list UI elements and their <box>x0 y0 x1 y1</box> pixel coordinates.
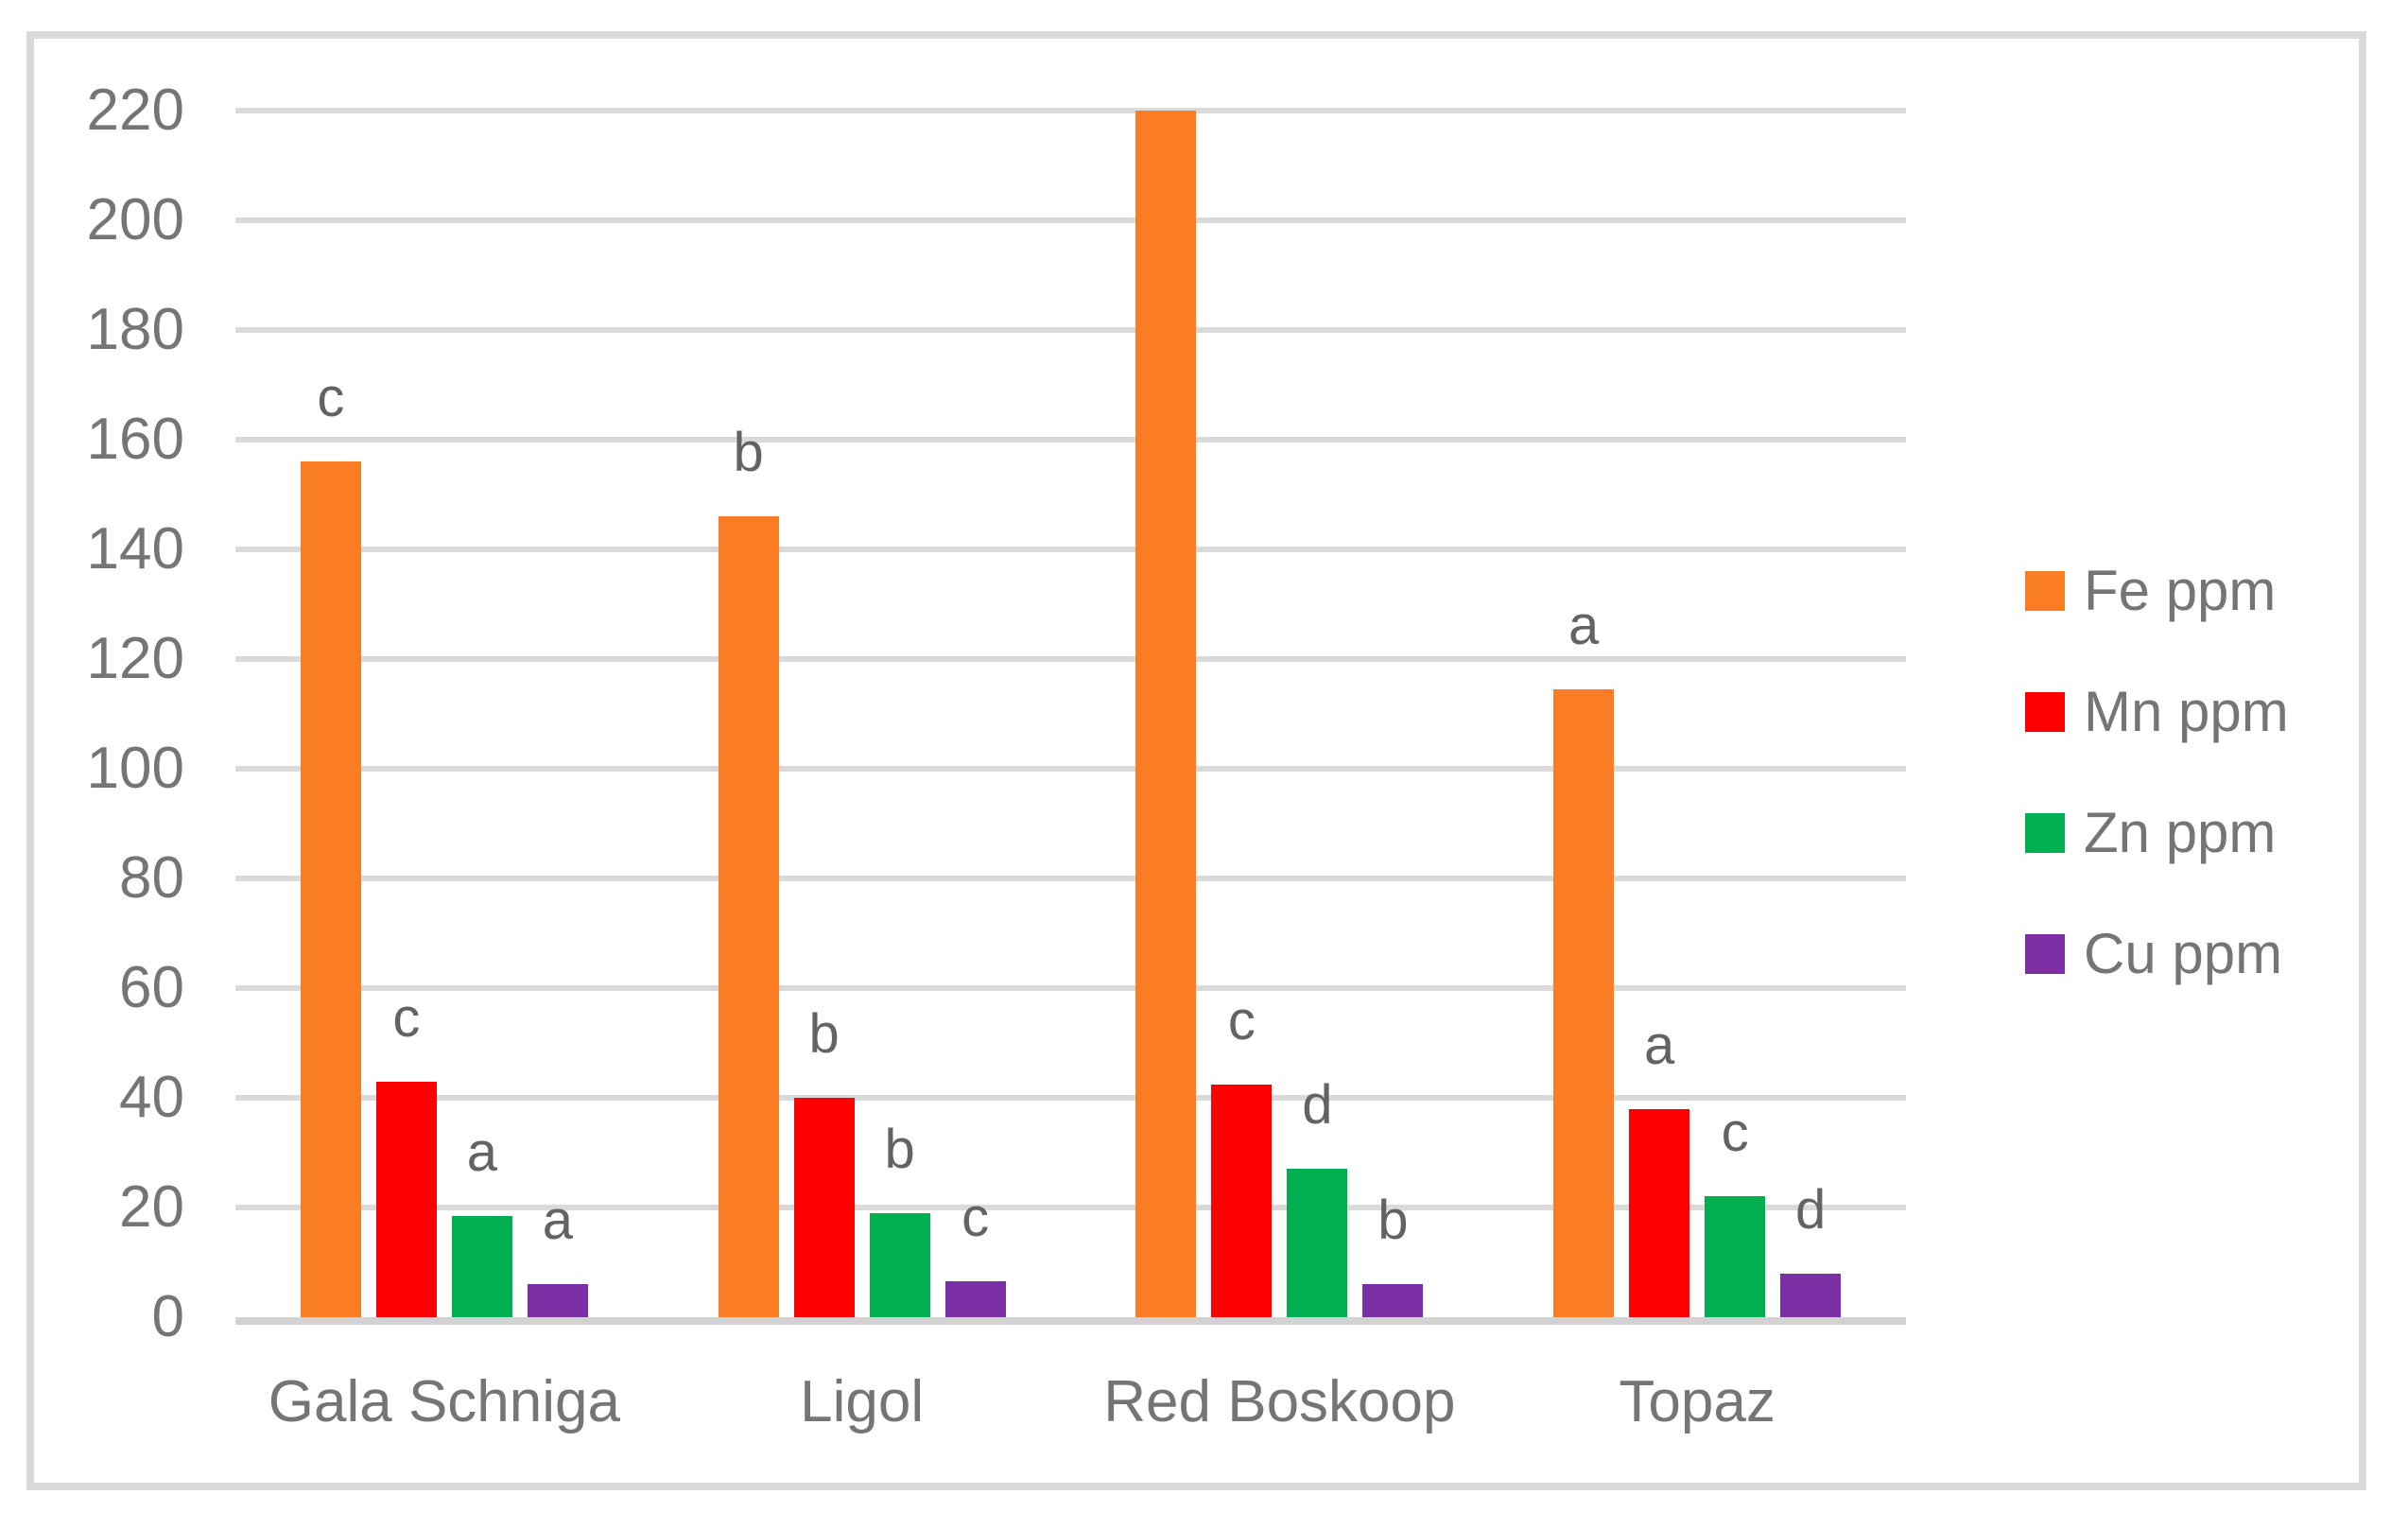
legend-item-mn: Mn ppm <box>2025 683 2289 741</box>
bar-cu-1 <box>944 1281 1006 1317</box>
bar-mn-3 <box>1629 1108 1690 1317</box>
bar-fe-3 <box>1553 688 1615 1317</box>
legend-label: Cu ppm <box>2084 922 2283 985</box>
legend-swatch-fe <box>2025 571 2065 611</box>
bar-zn-1 <box>869 1212 930 1317</box>
bar-fe-2 <box>1135 111 1197 1317</box>
significance-letter: a <box>466 1121 498 1183</box>
bar-mn-2 <box>1211 1084 1273 1317</box>
x-axis-line <box>235 1317 1906 1325</box>
significance-letter: c <box>317 367 345 429</box>
y-tick-label-80: 80 <box>119 845 184 911</box>
significance-letter: b <box>808 1003 840 1065</box>
significance-letter: d <box>1794 1178 1827 1241</box>
legend-item-zn: Zn ppm <box>2025 804 2276 862</box>
significance-letter: b <box>733 422 764 484</box>
legend-item-fe: Fe ppm <box>2025 562 2276 620</box>
gridline-y-180 <box>235 327 1906 333</box>
y-tick-label-40: 40 <box>119 1065 184 1130</box>
y-tick-label-20: 20 <box>119 1174 184 1240</box>
significance-letter: b <box>1377 1190 1409 1252</box>
bar-cu-0 <box>527 1284 588 1317</box>
x-category-label: Ligol <box>800 1369 925 1434</box>
legend-label: Fe ppm <box>2084 559 2277 622</box>
significance-letter: d <box>1302 1074 1333 1137</box>
legend-swatch-cu <box>2025 934 2065 974</box>
significance-letter: c <box>1721 1102 1749 1164</box>
bar-zn-2 <box>1287 1169 1348 1317</box>
gridline-y-140 <box>235 547 1906 552</box>
x-category-label: Gala Schniga <box>268 1369 620 1434</box>
y-tick-label-160: 160 <box>86 407 184 472</box>
x-category-label: Topaz <box>1619 1369 1776 1434</box>
legend-item-cu: Cu ppm <box>2025 925 2282 983</box>
y-tick-label-220: 220 <box>86 78 184 143</box>
gridline-y-220 <box>235 108 1906 113</box>
legend-swatch-mn <box>2025 692 2065 732</box>
significance-letter: a <box>542 1190 574 1252</box>
significance-letter: c <box>961 1187 990 1249</box>
y-tick-label-200: 200 <box>86 187 184 252</box>
y-tick-label-100: 100 <box>86 736 184 801</box>
gridline-y-120 <box>235 656 1906 662</box>
y-tick-label-60: 60 <box>119 955 184 1020</box>
bar-mn-1 <box>793 1098 855 1317</box>
significance-letter: a <box>1643 1014 1675 1076</box>
bar-fe-0 <box>300 461 361 1317</box>
gridline-y-40 <box>235 1095 1906 1101</box>
bar-fe-1 <box>718 516 779 1317</box>
y-tick-label-0: 0 <box>151 1284 184 1349</box>
significance-letter: c <box>1227 989 1256 1051</box>
y-tick-label-120: 120 <box>86 626 184 691</box>
significance-letter: a <box>1568 594 1600 656</box>
bar-zn-0 <box>451 1215 512 1317</box>
gridline-y-20 <box>235 1205 1906 1210</box>
legend-label: Mn ppm <box>2084 680 2289 743</box>
significance-letter: b <box>884 1118 915 1180</box>
y-tick-label-180: 180 <box>86 297 184 362</box>
y-tick-label-140: 140 <box>86 516 184 582</box>
bar-cu-2 <box>1362 1284 1424 1317</box>
x-category-label: Red Boskoop <box>1103 1369 1456 1434</box>
gridline-y-100 <box>235 766 1906 772</box>
bar-cu-3 <box>1780 1273 1842 1317</box>
gridline-y-160 <box>235 437 1906 443</box>
gridline-y-80 <box>235 876 1906 881</box>
legend-swatch-zn <box>2025 813 2065 853</box>
gridline-y-200 <box>235 217 1906 223</box>
legend-label: Zn ppm <box>2084 801 2277 864</box>
gridline-y-60 <box>235 985 1906 991</box>
bar-mn-0 <box>375 1081 437 1317</box>
significance-letter: c <box>392 986 421 1049</box>
bar-zn-3 <box>1705 1196 1766 1317</box>
